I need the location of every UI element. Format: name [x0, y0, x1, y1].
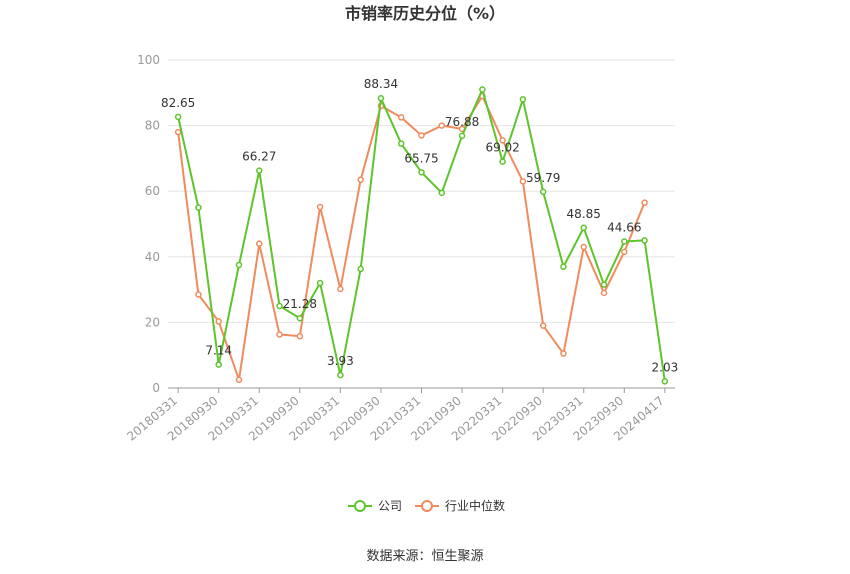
data-point[interactable] — [641, 237, 648, 244]
data-point[interactable] — [397, 114, 405, 121]
data-label: 76.88 — [445, 115, 479, 129]
data-point[interactable] — [357, 265, 364, 273]
grid — [168, 59, 675, 323]
data-point[interactable] — [600, 289, 608, 297]
data-point[interactable] — [479, 86, 486, 93]
data-point[interactable] — [276, 302, 283, 310]
data-label: 44.66 — [607, 221, 641, 235]
y-tick-label: 100 — [137, 53, 160, 67]
data-labels: 82.65 7.14 66.27 21.28 3.93 88.34 65.75 76.88 69… — [161, 77, 678, 374]
data-label: 3.93 — [327, 354, 354, 368]
series-line-1 — [177, 95, 646, 381]
data-point[interactable] — [357, 176, 364, 183]
data-point[interactable] — [215, 318, 222, 325]
data-point[interactable] — [377, 94, 385, 102]
data-point[interactable] — [458, 132, 466, 140]
data-point[interactable] — [418, 132, 425, 139]
data-point[interactable] — [296, 314, 304, 322]
legend-label-0[interactable]: 公司 — [378, 499, 402, 513]
data-point[interactable] — [580, 243, 587, 251]
chart-title: 市销率历史分位（%） — [345, 4, 505, 23]
data-point[interactable] — [418, 169, 425, 176]
data-point[interactable] — [600, 281, 608, 288]
data-point[interactable] — [256, 167, 263, 174]
data-point[interactable] — [235, 261, 243, 269]
data-point[interactable] — [519, 96, 527, 103]
legend-marker-1 — [421, 500, 433, 512]
legend-marker-0 — [354, 500, 366, 512]
data-point[interactable] — [316, 279, 324, 287]
data-point[interactable] — [235, 376, 243, 384]
data-point[interactable] — [215, 361, 222, 368]
data-point[interactable] — [621, 238, 628, 245]
data-point[interactable] — [195, 291, 202, 298]
data-point[interactable] — [256, 240, 263, 247]
data-label: 65.75 — [404, 151, 438, 165]
legend-label-1[interactable]: 行业中位数 — [445, 498, 505, 513]
data-label: 69.02 — [485, 141, 519, 155]
data-point[interactable] — [560, 263, 567, 270]
y-tick-label: 80 — [145, 119, 160, 133]
data-point[interactable] — [316, 203, 324, 211]
y-tick-label: 20 — [145, 315, 160, 329]
data-point[interactable] — [174, 128, 182, 136]
data-point[interactable] — [174, 113, 182, 121]
data-label: 59.79 — [526, 171, 560, 185]
data-point[interactable] — [337, 285, 344, 293]
data-point[interactable] — [499, 158, 506, 165]
data-point[interactable] — [438, 189, 446, 197]
data-point[interactable] — [580, 224, 587, 232]
data-point[interactable] — [397, 140, 405, 147]
y-tick-label: 0 — [152, 381, 160, 395]
data-label: 2.03 — [652, 360, 679, 374]
data-point[interactable] — [276, 331, 283, 338]
data-label: 88.34 — [364, 77, 398, 91]
y-tick-label: 40 — [145, 250, 160, 264]
data-point[interactable] — [641, 199, 648, 206]
data-point[interactable] — [661, 378, 669, 385]
data-point[interactable] — [296, 332, 304, 340]
legend[interactable]: 公司 行业中位数 — [348, 498, 505, 513]
data-label: 48.85 — [567, 207, 601, 221]
data-point[interactable] — [519, 178, 527, 185]
x-axis: 2018033120180930201903312019093020200331… — [124, 387, 675, 444]
data-source: 数据来源：恒生聚源 — [366, 549, 483, 564]
data-point[interactable] — [560, 350, 567, 357]
data-point[interactable] — [621, 248, 628, 256]
data-point[interactable] — [438, 122, 446, 129]
y-tick-label: 60 — [145, 184, 160, 198]
data-point[interactable] — [539, 188, 547, 196]
data-label: 82.65 — [161, 96, 195, 110]
data-point[interactable] — [539, 322, 547, 329]
data-label: 7.14 — [205, 344, 232, 358]
data-point[interactable] — [337, 371, 344, 379]
data-point[interactable] — [499, 137, 506, 144]
series-layer — [174, 86, 669, 385]
data-label: 66.27 — [242, 150, 276, 164]
y-axis-ticks: 0 20 40 60 80 100 — [137, 53, 160, 395]
data-label: 21.28 — [283, 297, 317, 311]
data-point[interactable] — [195, 204, 202, 211]
